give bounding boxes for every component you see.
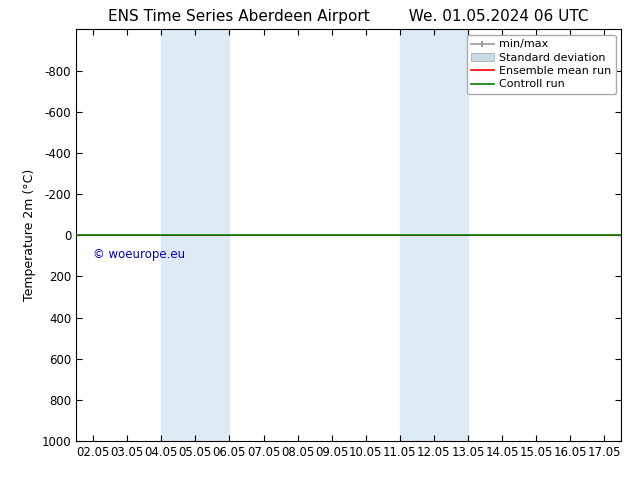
Y-axis label: Temperature 2m (°C): Temperature 2m (°C) xyxy=(23,169,36,301)
Bar xyxy=(400,29,468,441)
Bar xyxy=(161,29,230,441)
Legend: min/max, Standard deviation, Ensemble mean run, Controll run: min/max, Standard deviation, Ensemble me… xyxy=(467,35,616,94)
Text: © woeurope.eu: © woeurope.eu xyxy=(93,247,185,261)
Title: ENS Time Series Aberdeen Airport        We. 01.05.2024 06 UTC: ENS Time Series Aberdeen Airport We. 01.… xyxy=(108,9,589,24)
